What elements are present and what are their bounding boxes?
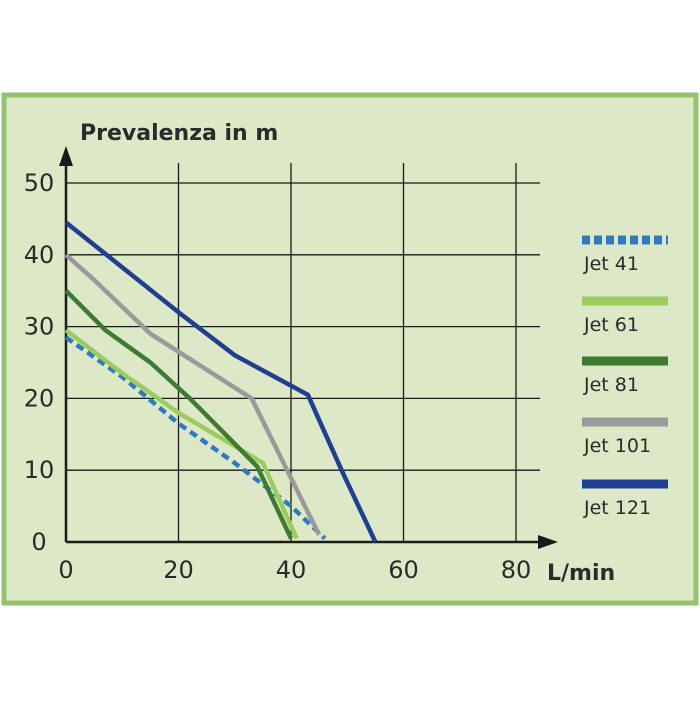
legend-label: Jet 121 (583, 497, 651, 519)
series-line-jet-121 (64, 220, 378, 543)
series-line-jet-101 (64, 253, 322, 536)
y-tick-label: 40 (24, 241, 55, 269)
legend-label: Jet 81 (583, 374, 639, 396)
series-line-jet-41 (64, 335, 327, 541)
y-tick-label: 50 (24, 169, 55, 197)
y-axis-arrow-icon (59, 146, 73, 166)
legend: Jet 41 Jet 61 Jet 81 Jet 101 Jet 121 (582, 235, 668, 519)
y-tick-label: 30 (24, 313, 55, 341)
x-tick-label: 40 (276, 556, 307, 584)
x-axis-arrow-icon (538, 535, 558, 549)
tick-labels: 0 10 20 30 40 50 0 20 40 60 80 (24, 169, 532, 584)
x-tick-label: 20 (163, 556, 194, 584)
chart-frame (1, 92, 699, 606)
series-line-jet-81 (64, 289, 294, 540)
series-lines (64, 220, 378, 543)
x-tick-label: 0 (58, 556, 73, 584)
y-tick-label: 10 (24, 456, 55, 484)
y-tick-label: 0 (31, 528, 46, 556)
x-axis-label: L/min (547, 561, 615, 586)
series-line-jet-61 (64, 328, 299, 540)
x-tick-label: 60 (388, 556, 419, 584)
legend-label: Jet 41 (583, 253, 639, 275)
x-tick-label: 80 (501, 556, 532, 584)
y-axis-label: Prevalenza in m (80, 121, 278, 146)
legend-label: Jet 101 (583, 435, 651, 457)
y-tick-label: 20 (24, 384, 55, 412)
legend-label: Jet 61 (583, 314, 639, 336)
